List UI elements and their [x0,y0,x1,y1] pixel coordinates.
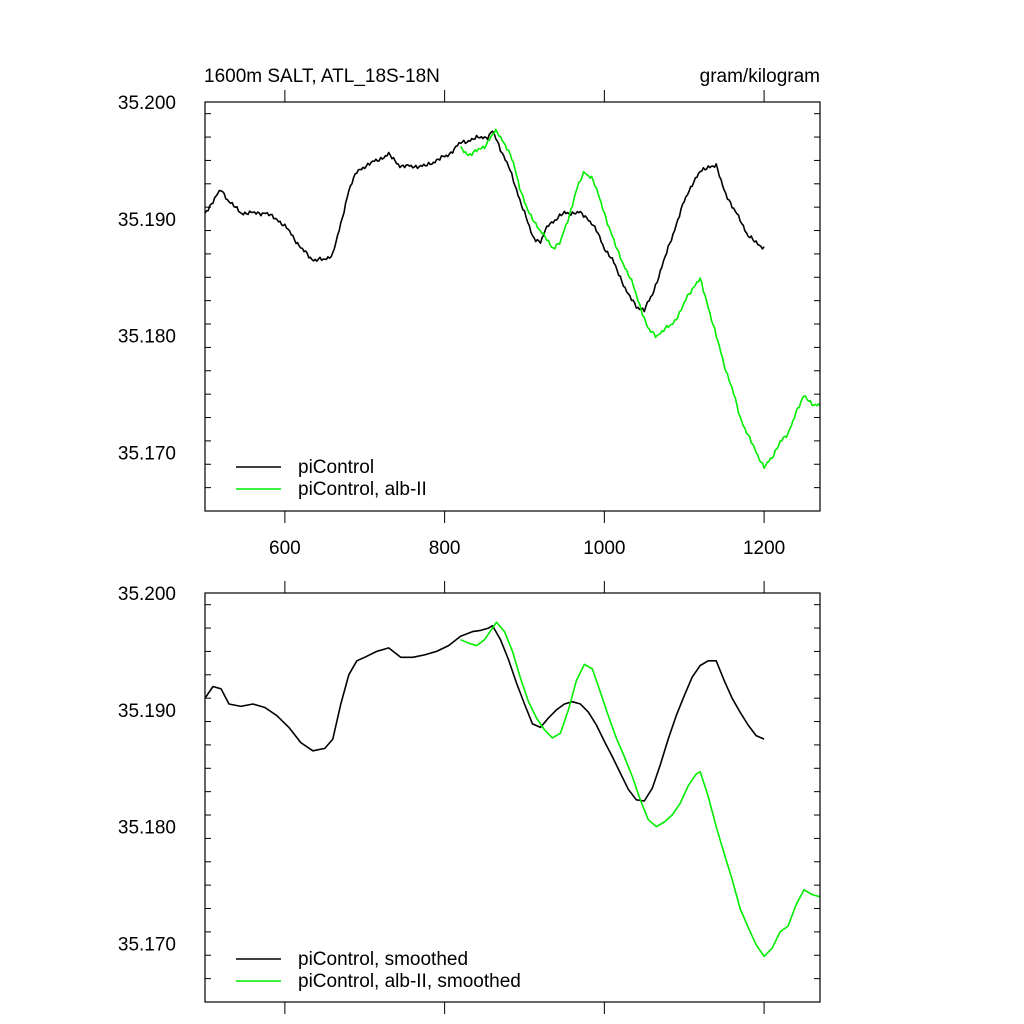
plot-frame [204,101,821,512]
x-tick-label: 1200 [743,538,785,559]
legend-picontrol-label: piControl [298,457,374,478]
bottom-panel: 35.170 35.180 35.190 35.200 piControl, smoot… [118,581,821,1014]
series-picontrol-line [205,130,765,313]
y-tick-label: 35.200 [118,93,176,114]
y-tick-label: 35.180 [118,327,176,348]
units-label: gram/kilogram [700,66,820,87]
legend-alb-ii-label: piControl, alb-II [298,479,427,500]
x-tick-label: 800 [429,538,461,559]
x-tick-label: 600 [269,538,301,559]
y-tick-label: 35.170 [118,935,176,956]
top-panel: 35.170 35.180 35.190 35.200 600 800 1000 1200 pi… [118,90,821,559]
legend-alb-ii-smoothed-label: piControl, alb-II, smoothed [298,971,521,992]
chart-title: 1600m SALT, ATL_18S-18N [204,66,440,87]
series-alb-ii-smoothed-line [460,621,820,958]
plot-frame [204,592,821,1003]
series-picontrol-smoothed-line [205,624,765,802]
y-tick-label: 35.180 [118,818,176,839]
y-tick-label: 35.190 [118,701,176,722]
series-alb-ii-line [459,128,820,470]
legend-picontrol-smoothed-label: piControl, smoothed [298,949,468,970]
y-tick-label: 35.170 [118,444,176,465]
x-tick-label: 1000 [583,538,625,559]
y-tick-label: 35.200 [118,584,176,605]
y-tick-label: 35.190 [118,210,176,231]
